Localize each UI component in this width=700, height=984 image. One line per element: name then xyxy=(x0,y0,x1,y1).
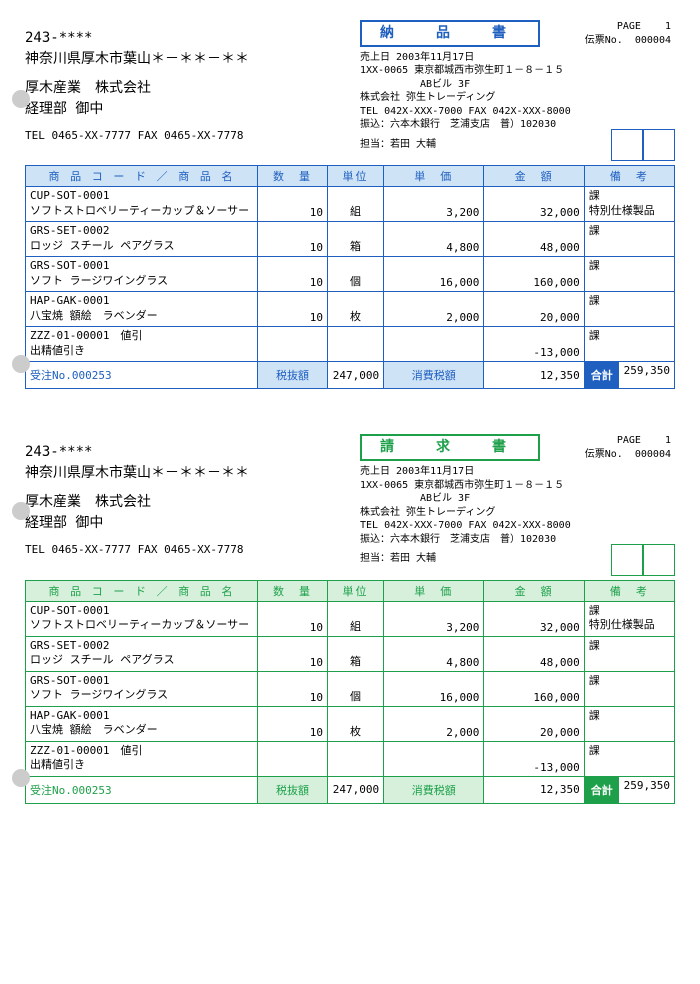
table-row: CUP-SOT-0001ソフトストロベリーティーカップ＆ソーサー10組3,200… xyxy=(26,187,675,222)
customer-company: 厚木産業 株式会社 xyxy=(25,78,340,99)
customer-tel: TEL 0465-XX-7777 FAX 0465-XX-7778 xyxy=(25,542,340,559)
th-amount: 金 額 xyxy=(484,166,584,187)
subtotal-label: 税抜額 xyxy=(258,776,328,803)
items-table: 商 品 コ ー ド ／ 商 品 名数 量単位単 価金 額備 考CUP-SOT-0… xyxy=(25,165,675,389)
subtotal-value: 247,000 xyxy=(328,776,384,803)
customer-address: 243-****神奈川県厚木市葉山＊－＊＊－＊＊ 厚木産業 株式会社経理部 御中 T… xyxy=(25,434,340,559)
postal: 243-**** xyxy=(25,28,340,49)
th-unit: 単位 xyxy=(328,166,384,187)
issuer-block: 納 品 書PAGE 1伝票No. 000004売上日 2003年11月17日1X… xyxy=(360,20,675,151)
tax-label: 消費税額 xyxy=(384,362,484,389)
th-unit: 単位 xyxy=(328,580,384,601)
subtotal-label: 税抜額 xyxy=(258,362,328,389)
sale-date: 2003年11月17日 xyxy=(396,52,474,63)
items-table: 商 品 コ ー ド ／ 商 品 名数 量単位単 価金 額備 考CUP-SOT-0… xyxy=(25,580,675,804)
subtotal-value: 247,000 xyxy=(328,362,384,389)
th-code: 商 品 コ ー ド ／ 商 品 名 xyxy=(26,580,258,601)
th-price: 単 価 xyxy=(384,580,484,601)
stamp-boxes xyxy=(611,129,675,161)
total-cell: 合計259,350 xyxy=(584,362,674,389)
stamp-boxes xyxy=(611,544,675,576)
total-cell: 合計259,350 xyxy=(584,776,674,803)
th-note: 備 考 xyxy=(584,580,674,601)
th-qty: 数 量 xyxy=(258,166,328,187)
doc-title: 納 品 書 xyxy=(360,20,540,47)
table-row: GRS-SET-0002ロッジ スチール ペアグラス10箱4,80048,000… xyxy=(26,222,675,257)
customer-dept: 経理部 御中 xyxy=(25,513,340,534)
table-row: ZZZ-01-00001 値引出精値引き-13,000課 xyxy=(26,327,675,362)
table-row: GRS-SET-0002ロッジ スチール ペアグラス10箱4,80048,000… xyxy=(26,636,675,671)
table-row: ZZZ-01-00001 値引出精値引き-13,000課 xyxy=(26,741,675,776)
doc-title: 請 求 書 xyxy=(360,434,540,461)
th-qty: 数 量 xyxy=(258,580,328,601)
table-row: HAP-GAK-0001八宝焼 額絵 ラベンダー10枚2,00020,000課 xyxy=(26,706,675,741)
table-row: GRS-SOT-0001ソフト ラージワイングラス10個16,000160,00… xyxy=(26,671,675,706)
customer-tel: TEL 0465-XX-7777 FAX 0465-XX-7778 xyxy=(25,128,340,145)
tax-value: 12,350 xyxy=(484,362,584,389)
th-price: 単 価 xyxy=(384,166,484,187)
order-cell: 受注No.000253 xyxy=(26,776,258,803)
customer-company: 厚木産業 株式会社 xyxy=(25,492,340,513)
table-row: GRS-SOT-0001ソフト ラージワイングラス10個16,000160,00… xyxy=(26,257,675,292)
table-row: HAP-GAK-0001八宝焼 額絵 ラベンダー10枚2,00020,000課 xyxy=(26,292,675,327)
issuer-block: 請 求 書PAGE 1伝票No. 000004売上日 2003年11月17日1X… xyxy=(360,434,675,565)
sale-date: 2003年11月17日 xyxy=(396,466,474,477)
postal: 243-**** xyxy=(25,442,340,463)
tax-label: 消費税額 xyxy=(384,776,484,803)
th-amount: 金 額 xyxy=(484,580,584,601)
order-cell: 受注No.000253 xyxy=(26,362,258,389)
th-code: 商 品 コ ー ド ／ 商 品 名 xyxy=(26,166,258,187)
footer-row: 受注No.000253税抜額247,000消費税額12,350合計259,350 xyxy=(26,776,675,803)
tax-value: 12,350 xyxy=(484,776,584,803)
footer-row: 受注No.000253税抜額247,000消費税額12,350合計259,350 xyxy=(26,362,675,389)
table-row: CUP-SOT-0001ソフトストロベリーティーカップ＆ソーサー10組3,200… xyxy=(26,601,675,636)
customer-addr: 神奈川県厚木市葉山＊－＊＊－＊＊ xyxy=(25,463,340,484)
customer-addr: 神奈川県厚木市葉山＊－＊＊－＊＊ xyxy=(25,49,340,70)
th-note: 備 考 xyxy=(584,166,674,187)
customer-address: 243-****神奈川県厚木市葉山＊－＊＊－＊＊ 厚木産業 株式会社経理部 御中 T… xyxy=(25,20,340,145)
customer-dept: 経理部 御中 xyxy=(25,99,340,120)
